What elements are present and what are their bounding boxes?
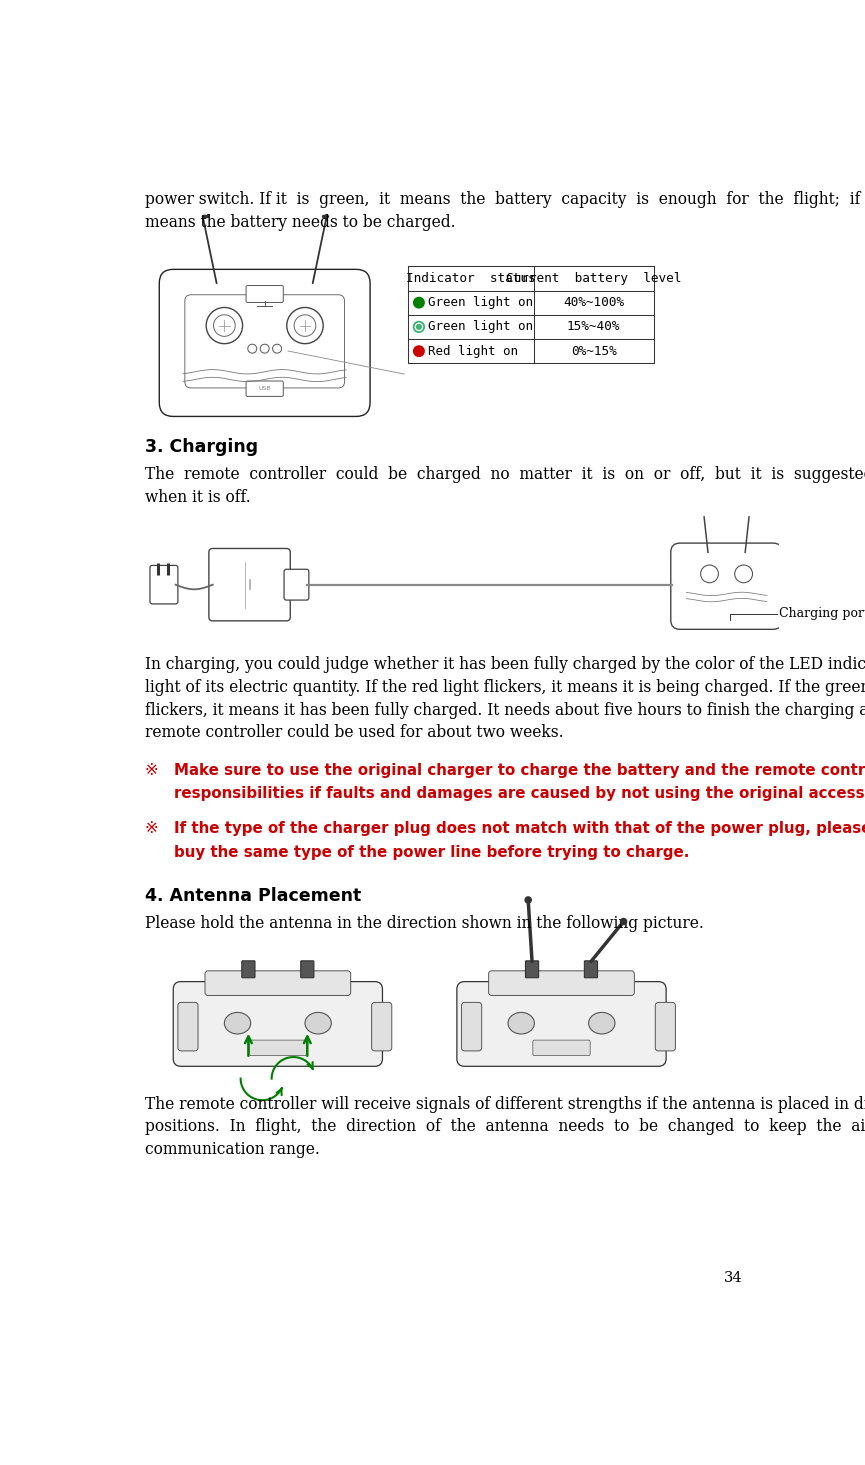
Text: power switch. If it  is  green,  it  means  the  battery  capacity  is  enough  : power switch. If it is green, it means t… bbox=[144, 192, 865, 208]
Text: remote controller could be used for about two weeks.: remote controller could be used for abou… bbox=[144, 724, 563, 741]
Text: Please hold the antenna in the direction shown in the following picture.: Please hold the antenna in the direction… bbox=[144, 916, 703, 932]
Ellipse shape bbox=[224, 1012, 251, 1034]
Text: means the battery needs to be charged.: means the battery needs to be charged. bbox=[144, 214, 455, 231]
Text: Indicator  status: Indicator status bbox=[406, 272, 535, 284]
Text: 40%~100%: 40%~100% bbox=[563, 296, 625, 309]
Text: responsibilities if faults and damages are caused by not using the original acce: responsibilities if faults and damages a… bbox=[174, 787, 865, 801]
FancyBboxPatch shape bbox=[150, 565, 178, 604]
Text: flickers, it means it has been fully charged. It needs about five hours to finis: flickers, it means it has been fully cha… bbox=[144, 702, 865, 719]
Text: The remote controller will receive signals of different strengths if the antenna: The remote controller will receive signa… bbox=[144, 1096, 865, 1112]
FancyBboxPatch shape bbox=[208, 548, 291, 621]
FancyBboxPatch shape bbox=[670, 544, 782, 630]
FancyBboxPatch shape bbox=[242, 961, 255, 977]
Text: 34: 34 bbox=[723, 1272, 742, 1285]
Text: ※: ※ bbox=[144, 763, 158, 778]
FancyBboxPatch shape bbox=[159, 270, 370, 416]
Circle shape bbox=[294, 315, 316, 337]
FancyBboxPatch shape bbox=[301, 961, 314, 977]
Text: Current  battery  level: Current battery level bbox=[506, 272, 682, 284]
FancyBboxPatch shape bbox=[284, 570, 309, 601]
Text: 15%~40%: 15%~40% bbox=[567, 321, 620, 334]
Circle shape bbox=[206, 308, 242, 344]
FancyBboxPatch shape bbox=[249, 1040, 306, 1055]
FancyBboxPatch shape bbox=[457, 982, 666, 1067]
Ellipse shape bbox=[305, 1012, 331, 1034]
FancyBboxPatch shape bbox=[178, 1002, 198, 1050]
FancyBboxPatch shape bbox=[246, 286, 283, 302]
Circle shape bbox=[272, 344, 282, 353]
FancyBboxPatch shape bbox=[185, 294, 344, 388]
Text: USB: USB bbox=[259, 387, 271, 391]
Text: 3. Charging: 3. Charging bbox=[144, 438, 258, 456]
Text: The  remote  controller  could  be  charged  no  matter  it  is  on  or  off,  b: The remote controller could be charged n… bbox=[144, 466, 865, 483]
Ellipse shape bbox=[508, 1012, 535, 1034]
FancyBboxPatch shape bbox=[671, 579, 685, 590]
FancyBboxPatch shape bbox=[173, 982, 382, 1067]
Text: Green light on: Green light on bbox=[428, 321, 533, 334]
Text: communication range.: communication range. bbox=[144, 1141, 319, 1157]
Ellipse shape bbox=[588, 1012, 615, 1034]
FancyBboxPatch shape bbox=[585, 961, 598, 977]
FancyBboxPatch shape bbox=[246, 381, 283, 397]
Text: 4. Antenna Placement: 4. Antenna Placement bbox=[144, 886, 361, 905]
Circle shape bbox=[287, 308, 324, 344]
Text: Make sure to use the original charger to charge the battery and the remote contr: Make sure to use the original charger to… bbox=[174, 763, 865, 778]
Text: light of its electric quantity. If the red light flickers, it means it is being : light of its electric quantity. If the r… bbox=[144, 678, 865, 696]
Text: Green light on: Green light on bbox=[428, 296, 533, 309]
Circle shape bbox=[214, 315, 235, 337]
Circle shape bbox=[413, 297, 424, 308]
Text: Red light on: Red light on bbox=[428, 344, 518, 357]
Text: ※: ※ bbox=[144, 822, 158, 837]
Text: In charging, you could judge whether it has been fully charged by the color of t: In charging, you could judge whether it … bbox=[144, 656, 865, 674]
Circle shape bbox=[413, 322, 424, 333]
FancyBboxPatch shape bbox=[205, 971, 350, 995]
Text: positions.  In  flight,  the  direction  of  the  antenna  needs  to  be  change: positions. In flight, the direction of t… bbox=[144, 1118, 865, 1135]
Circle shape bbox=[525, 897, 531, 902]
Circle shape bbox=[620, 919, 626, 924]
FancyBboxPatch shape bbox=[525, 961, 539, 977]
Circle shape bbox=[260, 344, 269, 353]
FancyBboxPatch shape bbox=[372, 1002, 392, 1050]
Circle shape bbox=[247, 344, 257, 353]
FancyBboxPatch shape bbox=[489, 971, 634, 995]
Circle shape bbox=[413, 346, 424, 356]
Text: buy the same type of the power line before trying to charge.: buy the same type of the power line befo… bbox=[174, 844, 689, 860]
Text: If the type of the charger plug does not match with that of the power plug, plea: If the type of the charger plug does not… bbox=[174, 822, 865, 837]
Text: when it is off.: when it is off. bbox=[144, 489, 250, 507]
Text: 0%~15%: 0%~15% bbox=[571, 344, 617, 357]
Circle shape bbox=[417, 325, 421, 330]
Text: Charging port: Charging port bbox=[779, 608, 865, 621]
Circle shape bbox=[701, 565, 719, 583]
FancyBboxPatch shape bbox=[462, 1002, 482, 1050]
FancyBboxPatch shape bbox=[656, 1002, 676, 1050]
Circle shape bbox=[734, 565, 753, 583]
FancyBboxPatch shape bbox=[533, 1040, 590, 1055]
